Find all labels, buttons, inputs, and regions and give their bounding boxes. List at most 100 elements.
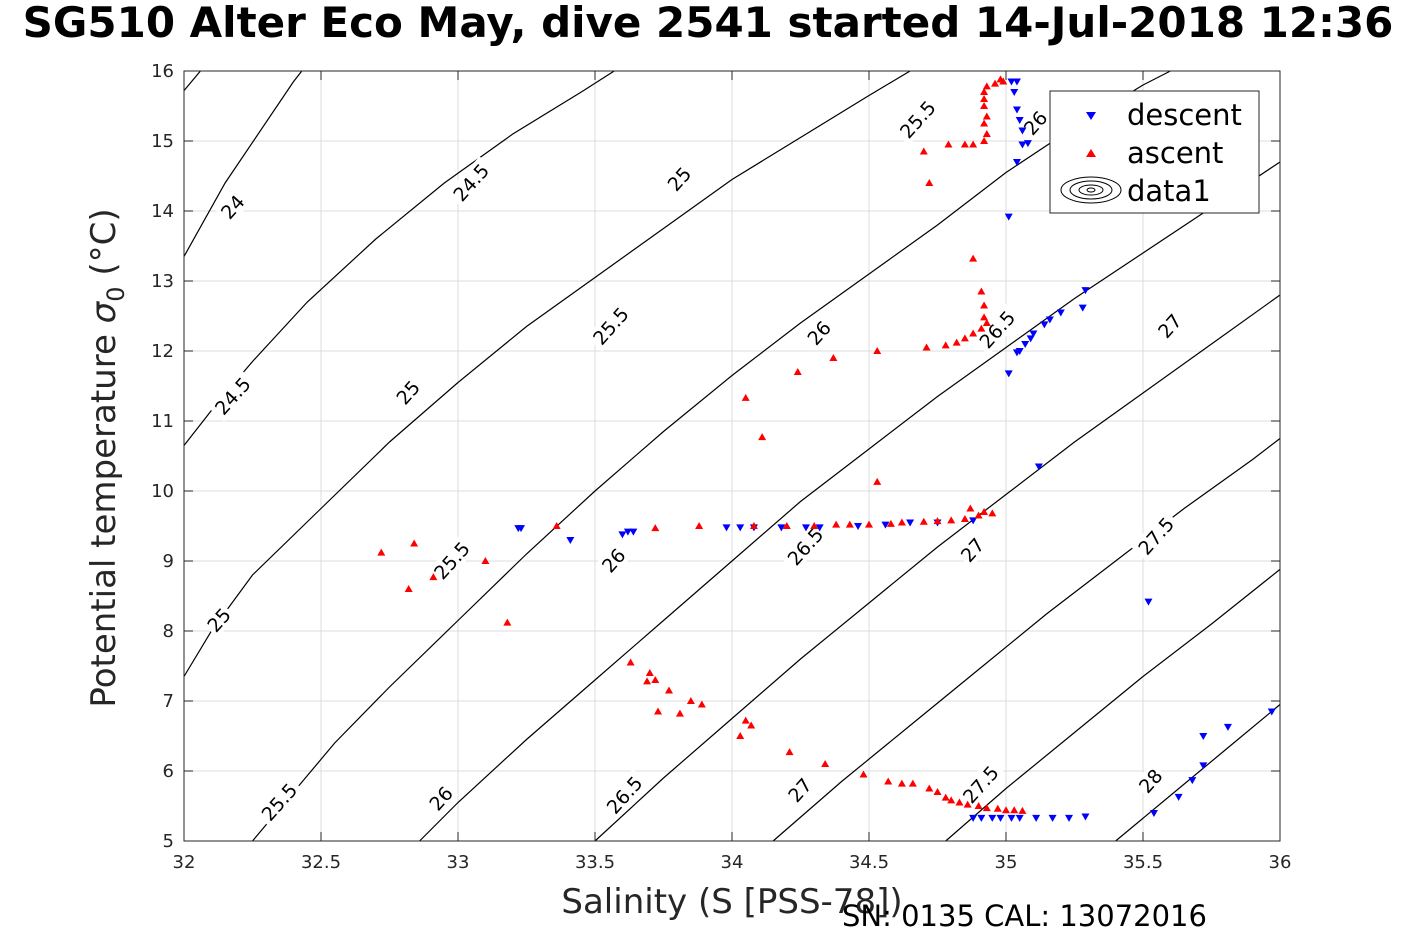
density-contour-line xyxy=(252,70,1171,842)
contour-label-bg xyxy=(955,758,1006,811)
ascent-point xyxy=(377,548,386,556)
ascent-point xyxy=(410,539,419,547)
grid-lines xyxy=(183,70,1281,842)
descent-point xyxy=(1188,777,1197,785)
descent-point xyxy=(1018,127,1027,135)
ascent-point xyxy=(941,793,950,801)
descent-point xyxy=(1026,335,1035,343)
ascent-point xyxy=(697,700,706,708)
descent-point xyxy=(566,537,575,544)
density-contour-line xyxy=(594,294,1281,842)
descent-point xyxy=(1144,598,1153,606)
ascent-point xyxy=(782,522,791,529)
density-contour-line xyxy=(183,70,201,91)
ascent-point xyxy=(758,433,767,441)
ascent-point xyxy=(675,709,684,717)
ascent-point xyxy=(654,707,663,715)
contour-label-bg xyxy=(446,156,496,209)
contour-label-bg xyxy=(426,534,477,587)
descent-point xyxy=(1007,78,1016,86)
y-tick-label: 14 xyxy=(151,201,174,222)
y-tick-label: 16 xyxy=(151,61,174,82)
ascent-point xyxy=(793,368,802,375)
ascent-point xyxy=(481,557,490,564)
contour-label-bg xyxy=(215,189,251,225)
serial-calibration-footer: SN: 0135 CAL: 13072016 xyxy=(842,899,1207,933)
ascent-point xyxy=(982,82,991,90)
legend-ascent-marker xyxy=(1086,149,1096,157)
density-contour-line xyxy=(1115,704,1281,842)
contour-label-bg xyxy=(954,532,990,568)
legend-contour-icon xyxy=(1060,176,1122,204)
contour-label-bg xyxy=(1152,308,1188,344)
descent-point xyxy=(1004,370,1013,378)
descent-point xyxy=(1034,463,1043,471)
ascent-point xyxy=(974,802,983,809)
x-tick-label: 35.5 xyxy=(1123,852,1163,873)
ascent-point xyxy=(988,509,997,517)
legend-descent-label: descent xyxy=(1127,98,1242,132)
descent-point xyxy=(1267,708,1276,716)
y-tick-label: 7 xyxy=(163,691,174,712)
ascent-point xyxy=(873,477,882,485)
ascent-point xyxy=(947,796,956,804)
contour-label-bg xyxy=(595,542,631,579)
descent-point xyxy=(1007,814,1016,822)
ascent-point xyxy=(960,515,969,522)
legend-ascent-label: ascent xyxy=(1127,136,1223,170)
ascent-point xyxy=(944,140,953,148)
x-tick-label: 33.5 xyxy=(575,852,615,873)
ascent-point xyxy=(404,585,413,592)
descent-point xyxy=(1015,117,1024,124)
y-tick-label: 9 xyxy=(163,551,174,572)
ascent-point xyxy=(933,517,942,525)
ascent-point xyxy=(859,770,868,778)
density-contour-line xyxy=(183,70,303,257)
ascent-point xyxy=(897,518,906,526)
density-contour-line xyxy=(772,438,1281,842)
ascent-point xyxy=(651,676,660,683)
descent-point xyxy=(906,519,915,527)
descent-point xyxy=(1081,813,1090,821)
ascent-point xyxy=(741,716,750,724)
y-axis-label: Potential temperature σ0 (°C) xyxy=(84,208,130,707)
ascent-point xyxy=(980,102,989,109)
descent-point xyxy=(1012,159,1021,166)
descent-point xyxy=(1199,762,1208,770)
ascent-point xyxy=(966,504,975,512)
descent-point xyxy=(1015,814,1024,822)
y-tick-label: 5 xyxy=(163,831,174,852)
descent-point xyxy=(722,524,731,532)
descent-point xyxy=(1010,89,1019,96)
x-tick-label: 34 xyxy=(721,852,744,873)
ascent-point xyxy=(982,804,991,812)
x-tick-label: 34.5 xyxy=(849,852,889,873)
ascent-point xyxy=(977,324,986,332)
contour-label-bg xyxy=(972,303,1022,356)
ascent-point xyxy=(982,319,991,326)
legend-data1-label: data1 xyxy=(1127,174,1211,208)
descent-point xyxy=(854,523,863,530)
ascent-point xyxy=(736,732,745,739)
ascent-point xyxy=(785,748,794,756)
descent-point xyxy=(988,814,997,822)
ascent-point xyxy=(741,393,750,401)
descent-point xyxy=(969,814,978,822)
ascent-point xyxy=(925,784,934,792)
ascent-point xyxy=(651,524,660,532)
descent-point xyxy=(1045,316,1054,324)
y-tick-label: 11 xyxy=(151,411,174,432)
ascent-point xyxy=(982,130,991,137)
legend-descent-marker xyxy=(1086,112,1096,120)
ascent-point xyxy=(922,343,931,351)
descent-point xyxy=(977,814,986,822)
density-contour-line xyxy=(945,568,1281,842)
ascent-point xyxy=(1018,806,1027,814)
ascent-point xyxy=(980,508,989,515)
descent-point xyxy=(1012,349,1021,357)
descent-point xyxy=(1018,141,1027,149)
contour-label-bg xyxy=(1131,509,1181,562)
y-tick-label: 10 xyxy=(151,481,174,502)
descent-point xyxy=(1223,723,1232,731)
data-points xyxy=(377,75,1276,822)
